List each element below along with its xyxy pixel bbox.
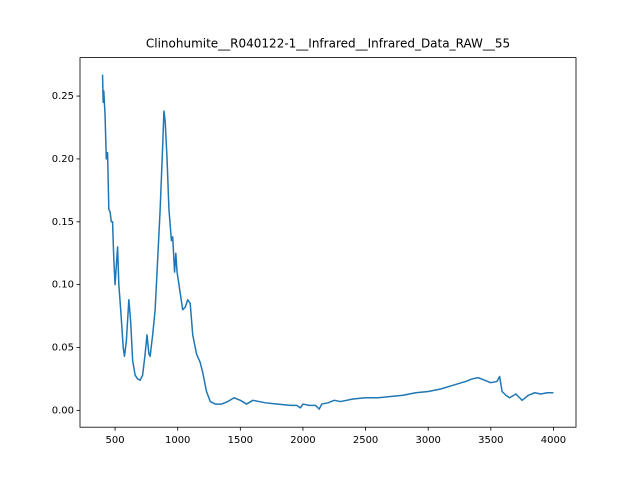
- x-tick-label: 1000: [165, 435, 190, 446]
- x-tick-label: 2000: [290, 435, 315, 446]
- y-tick-label: 0.15: [52, 217, 74, 228]
- axes-frame: [79, 57, 577, 428]
- y-tick-label: 0.25: [52, 91, 74, 102]
- x-tick-label: 3000: [415, 435, 440, 446]
- x-tick-label: 3500: [478, 435, 503, 446]
- y-tick-label: 0.10: [52, 280, 74, 291]
- x-tick-label: 2500: [353, 435, 378, 446]
- x-tick-label: 500: [106, 435, 125, 446]
- chart-title: Clinohumite__R040122-1__Infrared__Infrar…: [146, 37, 510, 51]
- series-line: [101, 74, 554, 410]
- x-tick-label: 1500: [228, 435, 253, 446]
- y-tick-label: 0.05: [52, 342, 74, 353]
- y-tick-label: 0.00: [52, 405, 74, 416]
- x-tick-label: 4000: [541, 435, 566, 446]
- y-tick-label: 0.20: [52, 154, 74, 165]
